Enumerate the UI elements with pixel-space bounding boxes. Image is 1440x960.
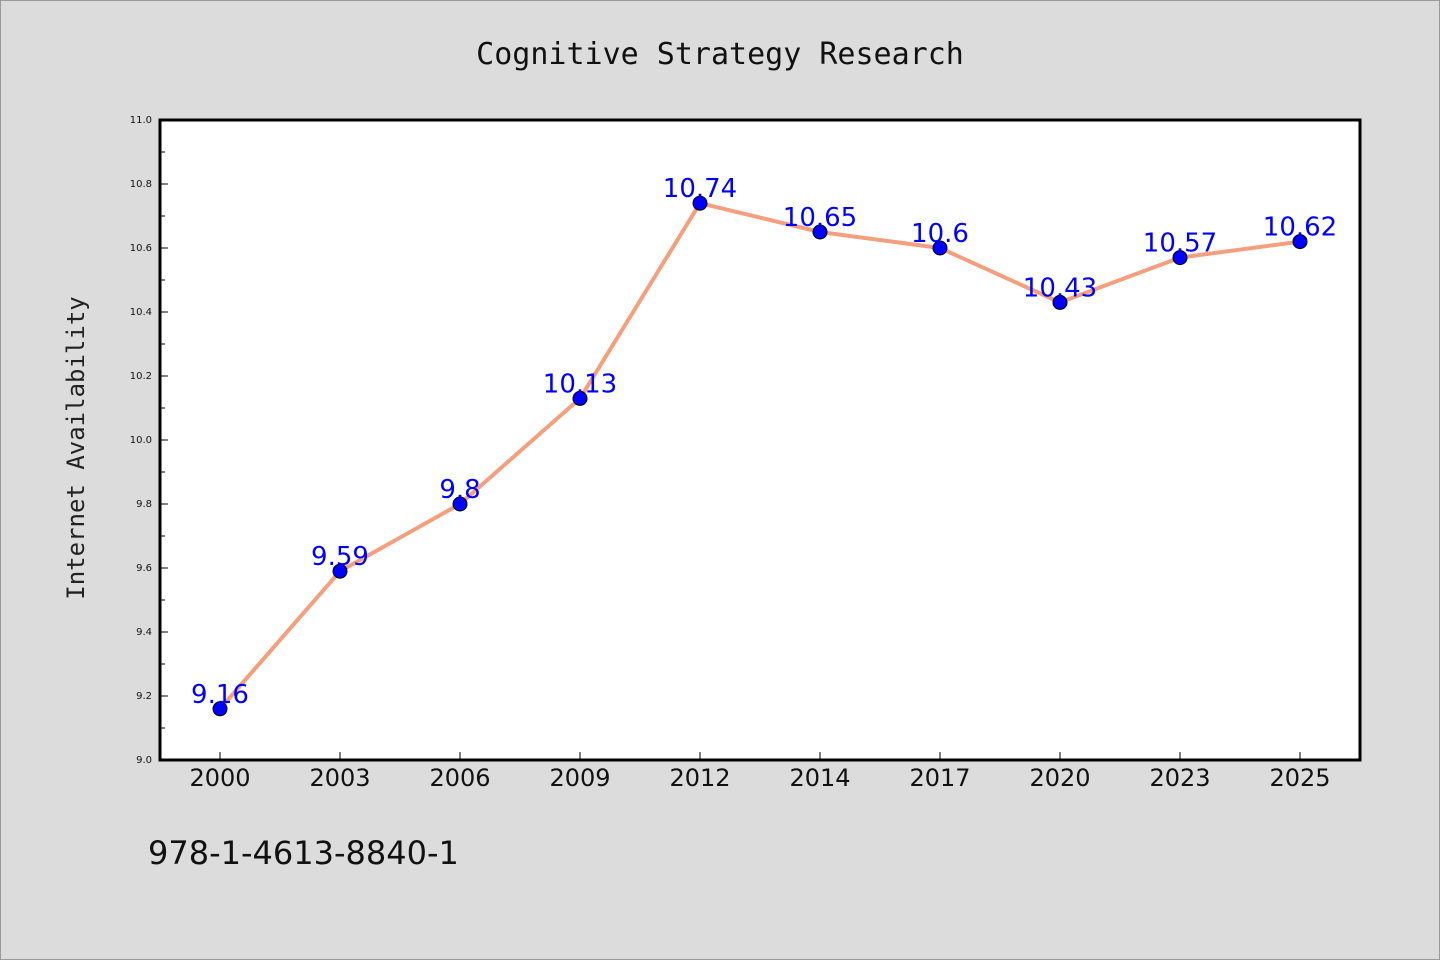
data-label: 10.6 — [911, 219, 969, 249]
data-label: 9.8 — [439, 475, 480, 505]
data-point — [812, 224, 828, 240]
y-tick-label: 10.4 — [130, 307, 152, 318]
footnote-isbn: 978-1-4613-8840-1 — [148, 834, 459, 872]
y-axis-label: Internet Availability — [62, 296, 90, 599]
data-point — [692, 195, 708, 211]
y-tick-label: 9.8 — [136, 499, 152, 510]
data-point — [932, 240, 948, 256]
data-point — [1172, 250, 1188, 266]
x-tick-label: 2020 — [1029, 764, 1090, 792]
data-point — [1052, 294, 1068, 310]
plot-area — [160, 120, 1360, 760]
data-point — [1292, 234, 1308, 250]
data-markers — [212, 195, 1308, 717]
data-point — [332, 563, 348, 579]
data-label: 10.74 — [663, 174, 737, 204]
data-label: 9.59 — [311, 542, 369, 572]
x-tick-label: 2025 — [1269, 764, 1330, 792]
x-tick-label: 2023 — [1149, 764, 1210, 792]
x-axis-ticks: 2000 2003 2006 2009 2012 2014 2017 2020 2023 2025 — [189, 752, 1331, 792]
x-tick-label: 2000 — [189, 764, 250, 792]
y-tick-label: 9.6 — [136, 563, 152, 574]
x-tick-label: 2009 — [549, 764, 610, 792]
data-label: 10.43 — [1023, 273, 1097, 303]
data-point — [572, 390, 588, 406]
y-tick-label: 9.0 — [136, 755, 152, 766]
plot-border — [158, 118, 1362, 762]
data-label: 10.62 — [1263, 213, 1337, 243]
x-tick-label: 2017 — [909, 764, 970, 792]
data-label: 10.57 — [1143, 229, 1217, 259]
data-point — [452, 496, 468, 512]
y-tick-label: 10.6 — [130, 243, 152, 254]
data-labels: 9.16 9.59 9.8 10.13 10.74 10.65 10.6 10.43 10.57… — [191, 174, 1337, 710]
data-label: 9.16 — [191, 680, 249, 710]
data-point — [212, 701, 228, 717]
chart-title: Cognitive Strategy Research — [476, 37, 964, 72]
y-tick-label: 9.2 — [136, 691, 152, 702]
y-tick-label: 9.4 — [136, 627, 152, 638]
x-tick-label: 2006 — [429, 764, 490, 792]
data-label: 10.65 — [783, 203, 857, 233]
series-line-group — [218, 201, 1302, 711]
data-label: 10.13 — [543, 369, 617, 399]
x-tick-label: 2014 — [789, 764, 850, 792]
x-tick-label: 2012 — [669, 764, 730, 792]
y-tick-label: 11.0 — [130, 115, 152, 126]
series-line — [218, 201, 1302, 711]
y-tick-label: 10.0 — [130, 435, 152, 446]
y-tick-label: 10.2 — [130, 371, 152, 382]
x-tick-label: 2003 — [309, 764, 370, 792]
y-tick-label: 10.8 — [130, 179, 152, 190]
